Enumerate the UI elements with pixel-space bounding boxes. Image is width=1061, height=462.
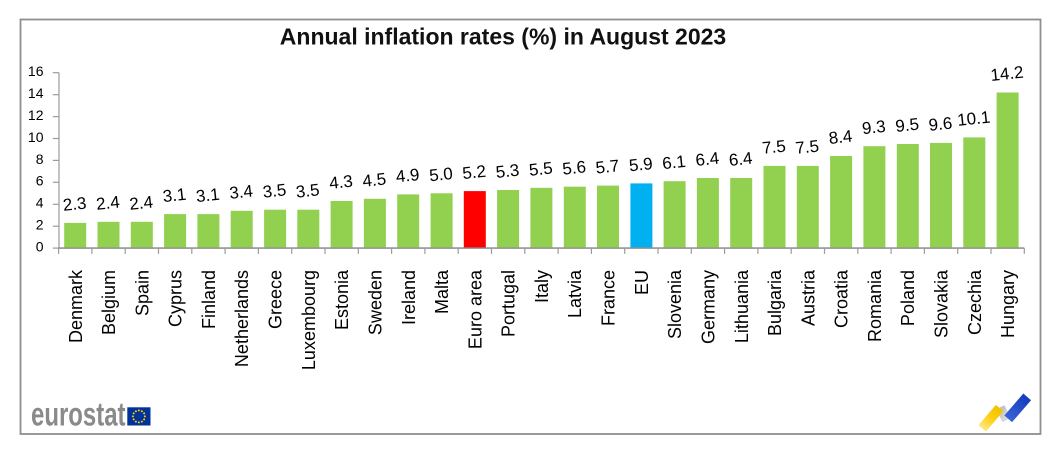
svg-text:12: 12: [28, 107, 44, 123]
svg-text:5.0: 5.0: [428, 164, 453, 185]
svg-text:2.4: 2.4: [128, 192, 153, 213]
svg-text:5.5: 5.5: [528, 158, 553, 179]
svg-text:7.5: 7.5: [761, 137, 786, 158]
svg-text:9.3: 9.3: [861, 117, 886, 138]
svg-text:Poland: Poland: [898, 270, 918, 326]
svg-text:9.6: 9.6: [928, 114, 953, 135]
svg-text:7.5: 7.5: [794, 137, 819, 158]
svg-text:Denmark: Denmark: [66, 269, 86, 343]
svg-text:14.2: 14.2: [990, 63, 1025, 85]
svg-text:5.6: 5.6: [561, 157, 586, 178]
svg-text:9.5: 9.5: [894, 115, 919, 136]
svg-text:Latvia: Latvia: [565, 269, 585, 318]
svg-text:6: 6: [36, 173, 44, 189]
svg-text:Greece: Greece: [266, 270, 286, 329]
svg-text:Slovenia: Slovenia: [665, 269, 685, 339]
svg-text:Germany: Germany: [698, 270, 718, 344]
svg-text:6.1: 6.1: [661, 152, 686, 173]
svg-text:Cyprus: Cyprus: [166, 270, 186, 327]
svg-text:4: 4: [36, 195, 44, 211]
svg-text:8: 8: [36, 151, 44, 167]
svg-text:4.9: 4.9: [395, 165, 420, 186]
svg-text:2.4: 2.4: [95, 192, 120, 213]
svg-text:Slovakia: Slovakia: [932, 269, 952, 338]
svg-text:5.9: 5.9: [628, 154, 653, 175]
svg-text:Lithuania: Lithuania: [732, 269, 752, 343]
svg-text:16: 16: [28, 63, 44, 79]
svg-text:EU: EU: [632, 270, 652, 295]
svg-text:8.4: 8.4: [828, 127, 853, 148]
svg-text:Finland: Finland: [199, 270, 219, 329]
svg-text:5.2: 5.2: [461, 162, 486, 183]
svg-text:Hungary: Hungary: [998, 270, 1018, 338]
svg-text:Annual inflation rates (%) in: Annual inflation rates (%) in August 202…: [280, 24, 726, 50]
svg-text:2.3: 2.3: [62, 194, 87, 215]
svg-text:Romania: Romania: [865, 269, 885, 342]
svg-text:Austria: Austria: [798, 269, 818, 326]
svg-text:Estonia: Estonia: [332, 269, 352, 330]
svg-text:Bulgaria: Bulgaria: [765, 269, 785, 336]
svg-text:14: 14: [28, 85, 44, 101]
svg-text:Czechia: Czechia: [965, 269, 985, 335]
svg-text:Belgium: Belgium: [99, 270, 119, 335]
svg-text:Portugal: Portugal: [499, 270, 519, 337]
svg-text:France: France: [599, 270, 619, 326]
svg-text:10: 10: [28, 129, 44, 145]
svg-text:6.4: 6.4: [728, 149, 753, 170]
svg-text:3.5: 3.5: [295, 180, 320, 201]
svg-text:0: 0: [36, 239, 44, 255]
svg-text:Sweden: Sweden: [365, 270, 385, 335]
svg-text:Ireland: Ireland: [399, 270, 419, 325]
svg-text:eurostat: eurostat: [31, 395, 126, 432]
svg-text:Netherlands: Netherlands: [232, 270, 252, 367]
svg-text:4.3: 4.3: [328, 172, 353, 193]
svg-text:Croatia: Croatia: [832, 269, 852, 328]
svg-text:3.1: 3.1: [162, 185, 187, 206]
svg-text:Euro area: Euro area: [465, 269, 485, 349]
svg-text:Spain: Spain: [132, 270, 152, 316]
svg-text:10.1: 10.1: [956, 108, 991, 130]
svg-text:Italy: Italy: [532, 270, 552, 303]
svg-text:6.4: 6.4: [695, 149, 720, 170]
svg-text:3.5: 3.5: [262, 180, 287, 201]
svg-text:5.7: 5.7: [595, 156, 620, 177]
svg-text:Malta: Malta: [432, 269, 452, 314]
svg-text:3.4: 3.4: [228, 181, 253, 202]
svg-text:2: 2: [36, 217, 44, 233]
svg-text:5.3: 5.3: [495, 161, 520, 182]
svg-text:4.5: 4.5: [362, 169, 387, 190]
svg-text:Luxembourg: Luxembourg: [299, 270, 319, 370]
svg-text:3.1: 3.1: [195, 185, 220, 206]
